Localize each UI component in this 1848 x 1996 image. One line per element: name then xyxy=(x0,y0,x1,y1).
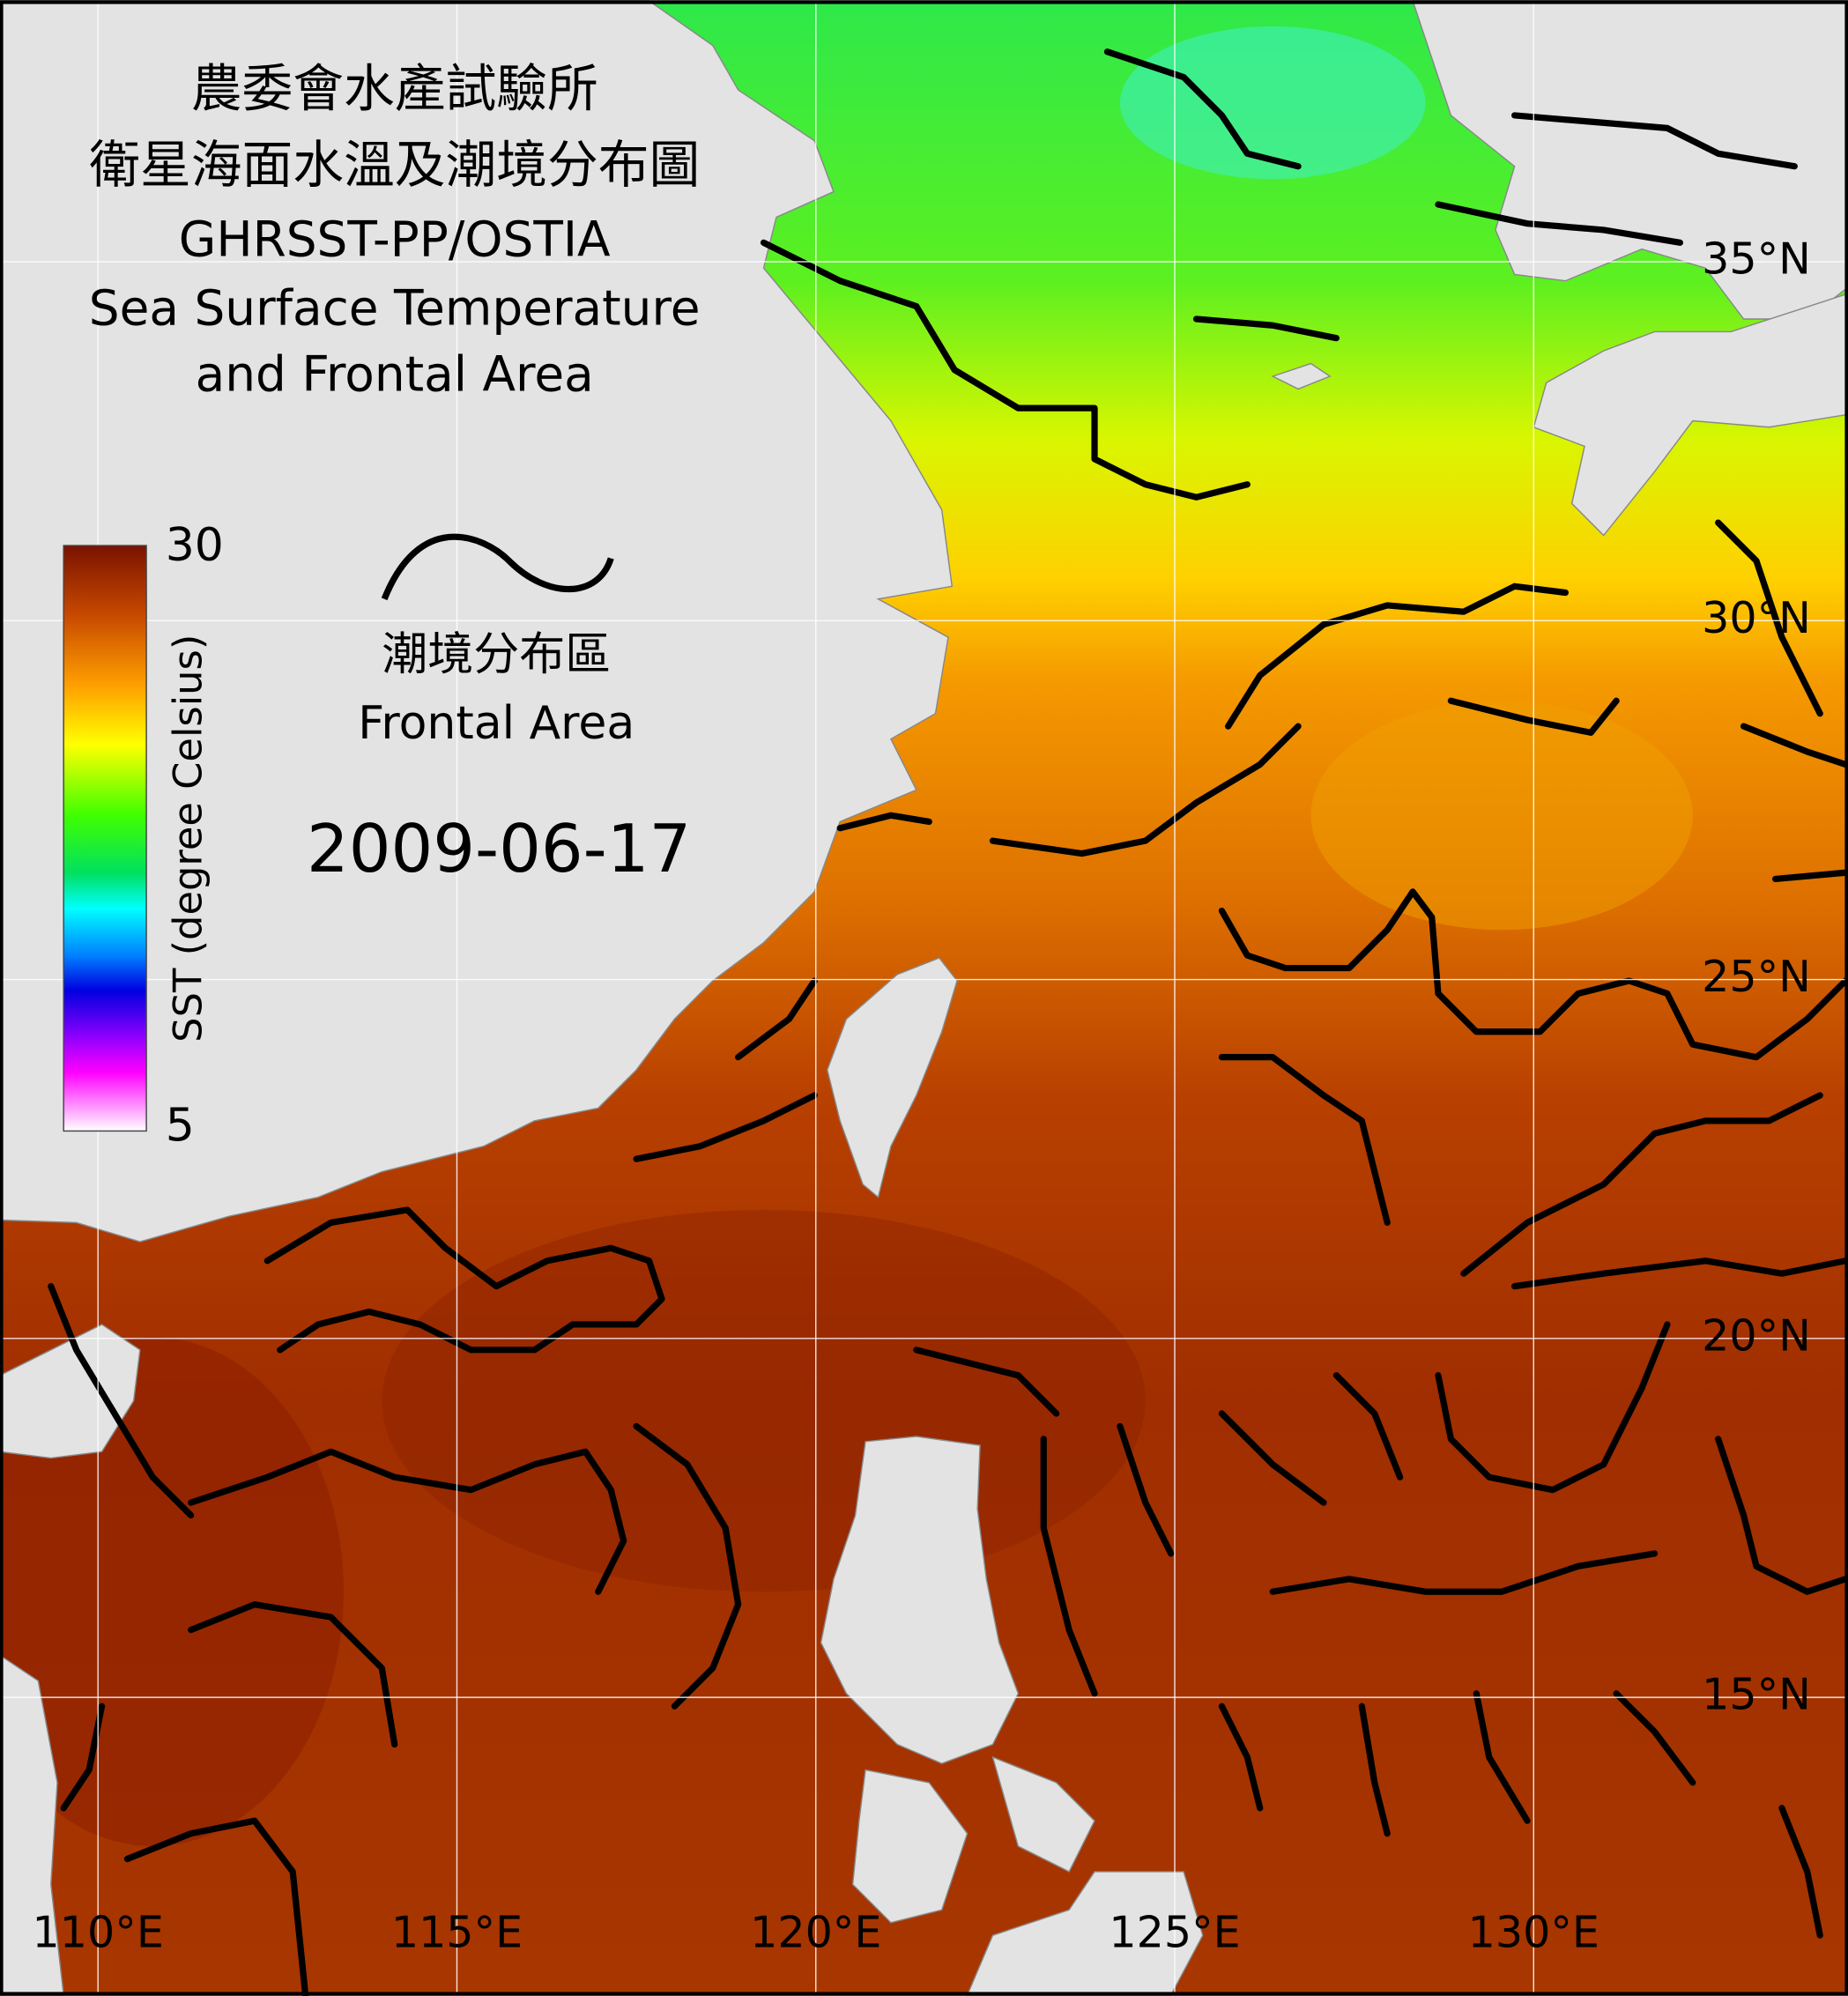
front xyxy=(1473,1690,1531,1824)
front xyxy=(1218,1054,1391,1227)
front xyxy=(1435,1321,1671,1494)
warm-patch xyxy=(382,1209,1146,1592)
front xyxy=(1778,1805,1823,1939)
longitude-label: 115°E xyxy=(391,1907,523,1958)
front xyxy=(1269,1550,1659,1595)
colorbar xyxy=(63,545,147,1132)
front xyxy=(1511,112,1798,170)
latitude-label: 20°N xyxy=(1702,1310,1811,1361)
front xyxy=(123,1817,309,1996)
front xyxy=(1435,201,1683,246)
front xyxy=(1613,1690,1696,1786)
latitude-label: 15°N xyxy=(1702,1669,1811,1720)
title-line: 農委會水產試驗所 xyxy=(191,59,598,119)
front xyxy=(1358,1703,1391,1837)
front xyxy=(188,1448,627,1595)
latitude-label: 30°N xyxy=(1702,592,1811,643)
legend-front-symbol xyxy=(381,533,614,601)
frontal-lines xyxy=(48,48,1848,1996)
front xyxy=(188,1601,398,1748)
front xyxy=(735,977,818,1061)
front xyxy=(263,1206,665,1354)
title-line: 衛星海面水溫及潮境分布圖 xyxy=(89,135,700,195)
front xyxy=(1225,582,1569,730)
warm-patch xyxy=(0,1337,344,1846)
longitude-label: 110°E xyxy=(33,1907,164,1958)
legend-label-en: Frontal Area xyxy=(358,697,635,750)
front xyxy=(633,1422,742,1710)
colorbar-tick-label: 30 xyxy=(166,519,224,572)
front xyxy=(1511,1258,1848,1290)
cool-patch xyxy=(1119,26,1426,180)
title-line: Sea Surface Temperature xyxy=(89,279,701,336)
date: 2009-06-17 xyxy=(307,810,691,887)
japan xyxy=(1533,293,1848,537)
front xyxy=(1332,1372,1404,1480)
front xyxy=(1218,1703,1264,1812)
front xyxy=(1218,1410,1327,1506)
front xyxy=(1218,888,1848,1061)
warm-patch xyxy=(1310,701,1693,931)
front xyxy=(48,1283,195,1519)
front xyxy=(1040,1436,1098,1697)
front xyxy=(913,1347,1060,1417)
luzon xyxy=(820,1436,1020,1764)
front xyxy=(836,812,932,832)
front xyxy=(1460,1092,1823,1277)
front xyxy=(989,723,1302,857)
front xyxy=(1192,315,1340,342)
longitude-label: 130°E xyxy=(1468,1907,1599,1958)
colorbar-tick-label: 5 xyxy=(166,1100,195,1153)
latitude-label: 35°N xyxy=(1702,234,1811,285)
jeju xyxy=(1271,362,1332,390)
longitude-label: 120°E xyxy=(750,1907,881,1958)
front xyxy=(760,239,1251,501)
front xyxy=(1772,869,1848,883)
korea xyxy=(1412,0,1848,320)
longitude-label: 125°E xyxy=(1109,1907,1240,1958)
hainan xyxy=(0,1324,141,1459)
legend-label-zh: 潮境分布區 xyxy=(382,628,611,681)
front xyxy=(1117,1422,1175,1557)
front xyxy=(1715,1436,1848,1595)
front xyxy=(1103,48,1302,170)
front xyxy=(1715,519,1823,717)
front xyxy=(1740,723,1848,768)
indochina-coast xyxy=(0,1654,65,1996)
colorbar-label: SST (degree Celsius) xyxy=(165,634,212,1043)
front xyxy=(1447,697,1620,736)
latitude-label: 25°N xyxy=(1702,951,1811,1002)
title-line: GHRSST-PP/OSTIA xyxy=(179,211,611,267)
title-line: and Frontal Area xyxy=(196,346,594,403)
taiwan xyxy=(826,957,958,1198)
front xyxy=(633,1092,818,1162)
